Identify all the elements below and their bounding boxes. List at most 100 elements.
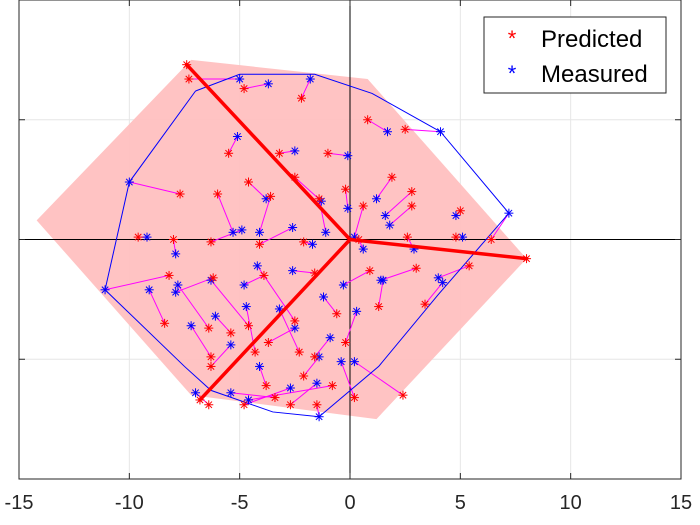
predicted-point (261, 381, 271, 391)
legend-box (483, 16, 667, 94)
predicted-point (226, 328, 236, 338)
connector-line (367, 119, 388, 133)
predicted-point (175, 189, 185, 199)
connector-line (210, 279, 249, 327)
x-tick-label: -15 (5, 492, 34, 514)
measured-point (173, 280, 183, 290)
measured-point (288, 223, 298, 233)
measured-point (237, 225, 247, 235)
measured-point (263, 79, 273, 89)
predicted-point (407, 201, 417, 211)
connector-line (230, 392, 276, 399)
predicted-point (259, 270, 269, 280)
x-tick-label: 10 (560, 492, 582, 514)
predicted-point (160, 318, 170, 328)
measured-hull-line (104, 73, 510, 418)
measured-point (235, 74, 245, 84)
predicted-point (255, 239, 265, 249)
predicted-point (312, 400, 322, 410)
measured-point (435, 127, 445, 137)
measured-point (255, 227, 265, 237)
measured-point (252, 261, 262, 271)
connector-line (104, 274, 170, 291)
measured-point (380, 211, 390, 221)
predicted-point (363, 115, 373, 125)
connector-line (384, 191, 413, 216)
predicted-point (455, 206, 465, 216)
predicted-point (411, 263, 421, 273)
predicted-point (164, 270, 174, 280)
measured-point (142, 232, 152, 242)
measured-point (290, 146, 300, 156)
predicted-point (365, 266, 375, 276)
connector-line (300, 78, 311, 99)
predicted-point (285, 400, 295, 410)
connector-line (228, 136, 238, 154)
predicted-point (349, 393, 359, 403)
connector-line (343, 270, 371, 286)
measured-point (336, 357, 346, 367)
legend-marker-measured: * (508, 61, 517, 86)
measured-point (285, 383, 295, 393)
spoke-end-point (522, 254, 532, 264)
measured-point (383, 127, 393, 137)
connector-line (424, 282, 444, 305)
predicted-point (387, 172, 397, 182)
predicted-point (407, 187, 417, 197)
predicted-point (263, 337, 273, 347)
predicted-point (168, 235, 178, 244)
measured-point (504, 208, 514, 218)
connector-line (490, 212, 510, 240)
predicted-point (398, 390, 408, 400)
connector-line (376, 176, 393, 200)
measured-hull (104, 73, 510, 418)
axis-ticks: -15 -10 -5 0 5 10 15 (5, 0, 692, 514)
predicted-point (332, 309, 342, 319)
predicted-point (341, 337, 351, 347)
measured-point (314, 412, 324, 422)
predicted-point (243, 177, 253, 187)
spoke-end-point (195, 395, 205, 405)
predicted-point (243, 321, 253, 331)
measured-point (343, 151, 353, 161)
measured-point (358, 244, 368, 254)
x-tick-label: -10 (115, 492, 144, 514)
measured-point (349, 357, 359, 367)
predicted-point (323, 148, 333, 158)
connector-line (259, 196, 272, 233)
connector-line (354, 361, 404, 396)
measured-point (210, 311, 220, 321)
x-tick-label: 15 (670, 492, 692, 514)
spoke-line (198, 237, 352, 402)
measured-point (241, 302, 251, 312)
spoke-line (184, 62, 352, 242)
connector-line (438, 265, 470, 279)
legend-label-measured: Measured (541, 61, 648, 88)
x-tick-label: 0 (344, 492, 355, 514)
predicted-point (213, 189, 223, 199)
connector-line (259, 227, 293, 245)
connector-line (278, 308, 300, 353)
connector-line (177, 284, 210, 329)
measured-point (232, 132, 242, 142)
measured-point (319, 292, 329, 302)
predicted-point (274, 148, 284, 158)
measured-point (352, 306, 362, 316)
connector-line (243, 274, 265, 286)
predicted-point (310, 352, 320, 362)
predicted-point (451, 232, 461, 242)
measured-point (239, 280, 249, 290)
connector-line (378, 280, 384, 307)
measured-point (371, 194, 381, 204)
measured-point (228, 227, 238, 237)
measured-point (255, 361, 265, 371)
connector-line (340, 361, 355, 398)
predicted-point (204, 323, 214, 333)
measured-point (305, 74, 315, 84)
predicted-point (133, 232, 143, 242)
predicted-point (206, 352, 216, 362)
measured-point (226, 340, 236, 350)
spoke-end-point (182, 60, 192, 70)
measured-point (378, 275, 388, 285)
predicted-point (299, 237, 309, 247)
